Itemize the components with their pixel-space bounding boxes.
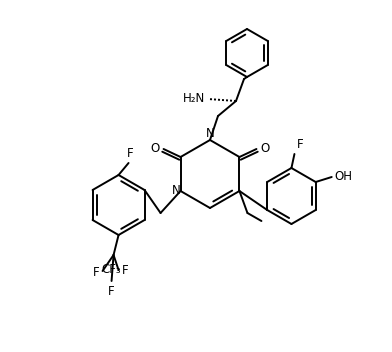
Text: CF₃: CF₃ [102,263,122,276]
Text: F: F [108,285,115,298]
Text: O: O [150,142,160,155]
Text: F: F [296,138,303,151]
Text: OH: OH [335,170,353,183]
Text: H₂N: H₂N [183,93,205,106]
Text: F: F [127,147,134,160]
Text: N: N [206,127,214,140]
Text: F: F [93,266,100,279]
Text: O: O [260,142,270,155]
Text: N: N [172,184,181,197]
Text: F: F [122,264,128,277]
